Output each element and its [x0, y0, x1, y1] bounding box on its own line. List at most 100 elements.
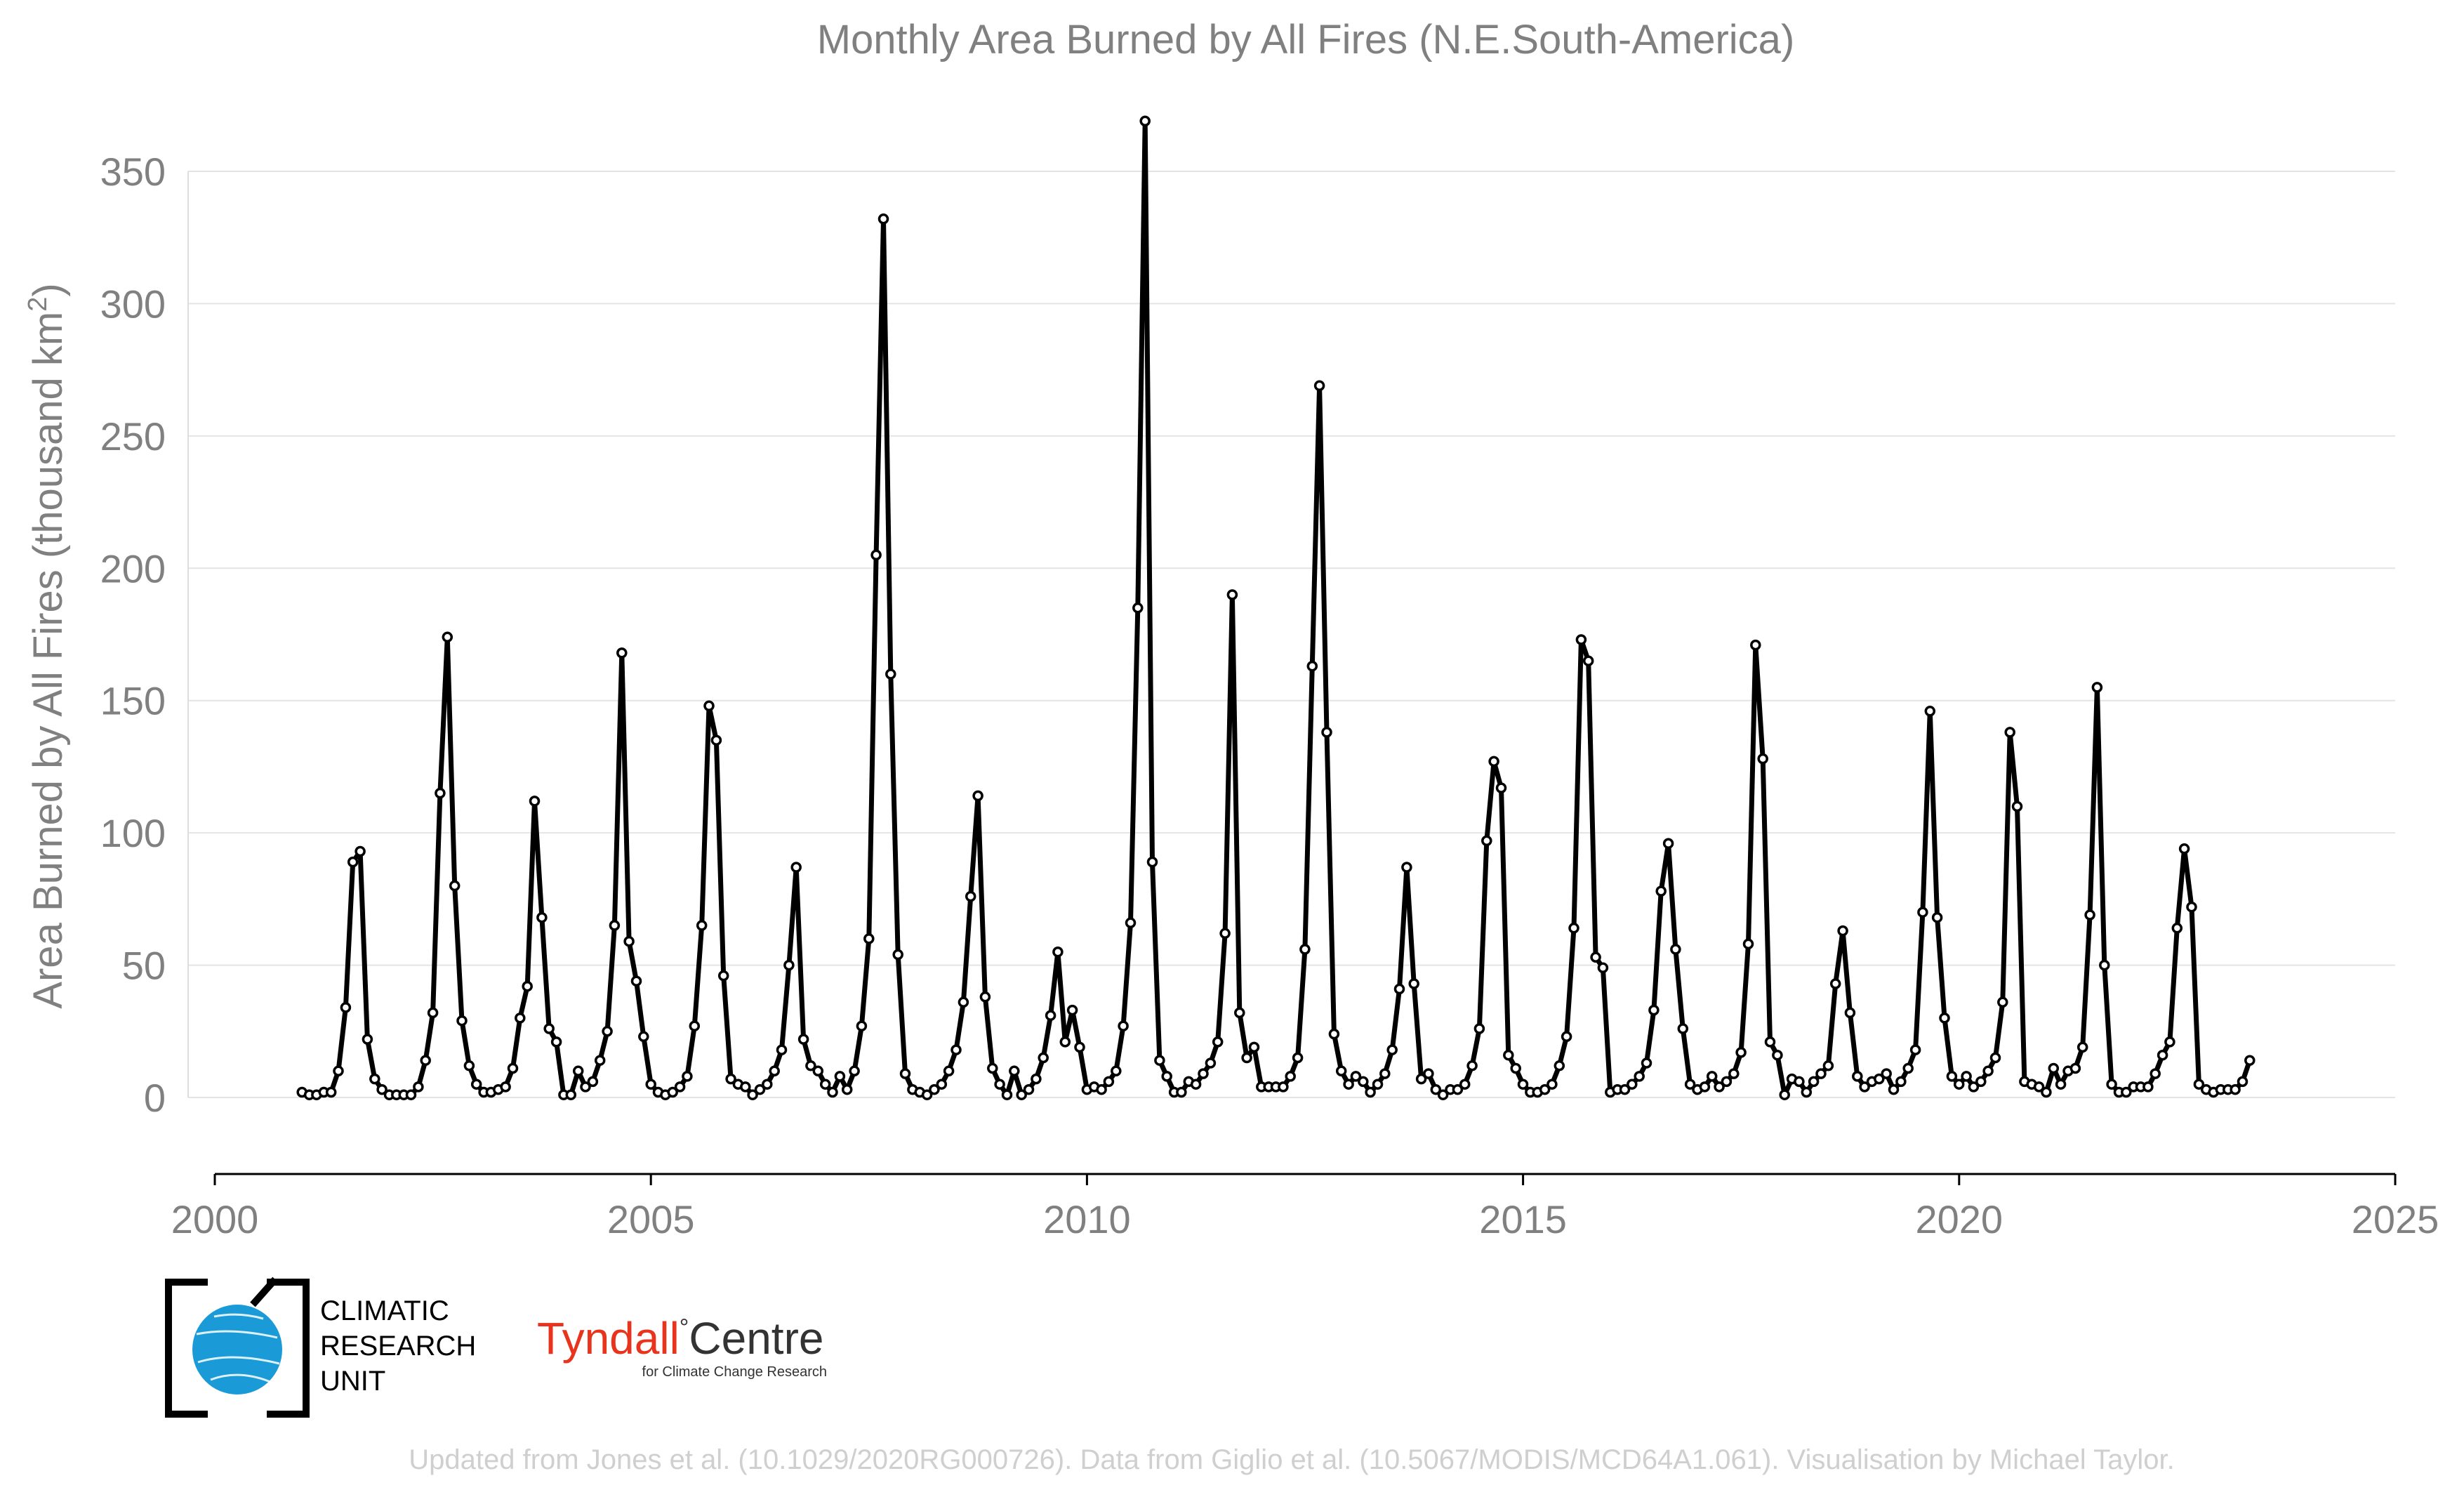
data-point [1735, 1047, 1747, 1058]
data-point [805, 1060, 816, 1071]
data-point [1343, 1079, 1354, 1090]
data-point [1146, 856, 1158, 868]
x-tick-label: 2015 [1479, 1197, 1567, 1241]
data-point [420, 1055, 431, 1066]
data-point [1001, 1089, 1013, 1100]
data-point [951, 1044, 962, 1055]
data-point [550, 1036, 562, 1048]
data-point [405, 1089, 417, 1100]
data-point [1997, 996, 2008, 1008]
data-point [1815, 1068, 1827, 1079]
data-point [1096, 1083, 1107, 1095]
data-point [1212, 1036, 1224, 1048]
data-point [1822, 1060, 1834, 1071]
data-point [1742, 938, 1754, 950]
tyndall-logo-name: Tyndall [537, 1313, 680, 1364]
y-tick-label: 350 [100, 150, 166, 194]
data-point [1248, 1041, 1260, 1053]
data-point [1844, 1007, 1856, 1019]
y-axis-title: Area Burned by All Fires (thousand km2) [23, 283, 71, 1008]
data-point [863, 933, 875, 944]
data-point [2099, 959, 2110, 971]
data-point [1139, 115, 1151, 127]
data-point [1721, 1076, 1733, 1088]
y-tick-label: 50 [122, 944, 166, 988]
data-point [1982, 1065, 1994, 1077]
data-point [1466, 1060, 1478, 1071]
data-point [1989, 1052, 2001, 1064]
data-point [1430, 1083, 1442, 1095]
x-tick-label: 2025 [2352, 1197, 2439, 1241]
data-point [1495, 782, 1507, 793]
data-point [1365, 1086, 1376, 1098]
data-point [2186, 901, 2197, 913]
data-point [2178, 843, 2190, 855]
data-point [1313, 380, 1325, 392]
data-point [1714, 1081, 1725, 1093]
data-point [1582, 655, 1594, 666]
x-tick-label: 2000 [171, 1197, 259, 1241]
data-point [1597, 962, 1609, 974]
data-point [470, 1079, 482, 1090]
data-point [2106, 1079, 2117, 1090]
chart-title: Monthly Area Burned by All Fires (N.E.So… [817, 17, 1795, 62]
data-point [972, 790, 983, 802]
data-point [1074, 1041, 1085, 1053]
data-point [1852, 1071, 1863, 1082]
data-point [725, 1073, 736, 1085]
data-point [413, 1081, 424, 1093]
data-point [1059, 1036, 1071, 1048]
data-point [819, 1079, 831, 1090]
data-point [1234, 1007, 1245, 1019]
data-point [1386, 1044, 1398, 1055]
data-point [987, 1062, 998, 1074]
data-point [1118, 1020, 1129, 1031]
data-point [1190, 1079, 1202, 1090]
data-point [1205, 1057, 1217, 1069]
data-point [1634, 1071, 1645, 1082]
data-point [369, 1073, 380, 1085]
data-point [1837, 925, 1848, 937]
data-point [1670, 944, 1681, 955]
data-point [449, 880, 461, 892]
data-point [1909, 1044, 1921, 1055]
cru-logo-line-2: RESEARCH [320, 1331, 476, 1361]
data-point [1961, 1071, 1972, 1082]
data-point [2076, 1041, 2088, 1053]
data-point [456, 1015, 468, 1027]
tyndall-logo-subtitle: for Climate Change Research [642, 1364, 827, 1380]
data-point [1503, 1049, 1514, 1061]
data-point [717, 970, 729, 982]
data-point [543, 1023, 555, 1034]
data-point [776, 1044, 788, 1055]
data-point [827, 1086, 838, 1098]
tyndall-logo-centre: Centre [689, 1313, 823, 1364]
data-point [442, 631, 453, 643]
data-point [1939, 1013, 1950, 1024]
data-point [1546, 1079, 1558, 1090]
data-point [1699, 1081, 1711, 1093]
data-point [1590, 951, 1601, 963]
data-point [1299, 944, 1311, 955]
data-point [1358, 1076, 1369, 1088]
data-point [638, 1031, 649, 1043]
data-point [1103, 1076, 1115, 1088]
data-point [1641, 1057, 1652, 1069]
data-point [1779, 1089, 1790, 1100]
data-point [1481, 835, 1492, 847]
data-point [1539, 1083, 1551, 1095]
data-point [929, 1083, 940, 1095]
data-point [2069, 1062, 2081, 1074]
cru-logo-line-1: CLIMATIC [320, 1295, 449, 1326]
data-point [1554, 1060, 1565, 1071]
data-point [936, 1079, 948, 1090]
data-point [1393, 983, 1405, 995]
data-point [333, 1065, 344, 1077]
data-point [965, 890, 976, 902]
data-point [1408, 978, 1419, 989]
data-point [1473, 1023, 1485, 1034]
data-point [2084, 909, 2095, 921]
data-point [710, 734, 722, 746]
data-point [1459, 1079, 1471, 1090]
